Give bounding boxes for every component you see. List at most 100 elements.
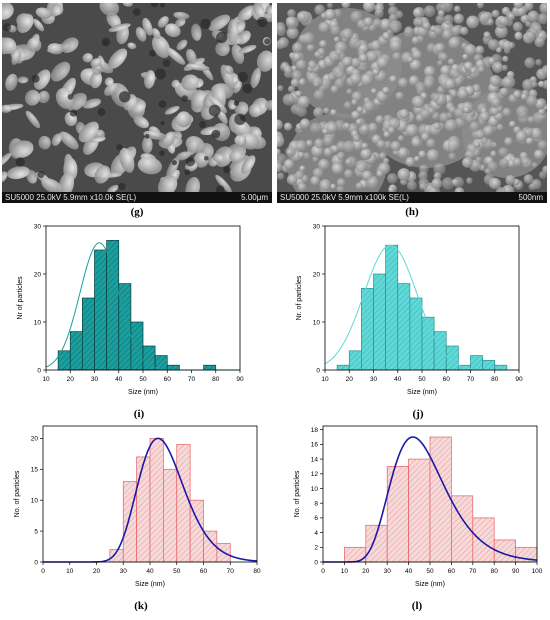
j-bar-3 [373,273,386,371]
j-bar-4 [385,244,399,371]
j-xtick-label-5: 60 [443,376,451,383]
j-bar-11 [470,355,483,371]
j-bar-7 [421,316,435,371]
i-ytick-label-1: 10 [34,319,42,326]
l-fit-curve [323,436,538,563]
i-bar-9 [166,364,180,371]
k-xtick-label-1: 10 [66,568,74,575]
k-xtick-label-5: 50 [173,568,181,575]
k-bar-3 [149,438,164,563]
k-bar-2 [136,456,151,563]
l-bar-6 [472,517,495,563]
sem-info-bar-h: SU5000 25.0kV 5.9mm x100k SE(L) 500nm [277,192,547,203]
sem-scale-g: 5.00μm [241,193,268,202]
l-ytick-label-7: 14 [311,456,319,463]
i-xtick-label-7: 80 [212,376,220,383]
i-ytick-label-2: 20 [34,271,42,278]
j-xtick-label-0: 10 [321,376,329,383]
l-ytick-label-9: 18 [311,427,319,434]
l-xtick-label-0: 0 [321,568,325,575]
sem-scale-h: 500nm [518,193,543,202]
sem-image-g: SU5000 25.0kV 5.9mm x10.0k SE(L) 5.00μm [2,3,272,203]
l-ytick-label-8: 16 [311,442,319,449]
l-ytick-label-6: 12 [311,471,319,478]
j-xtick-label-8: 90 [515,376,523,383]
k-x-axis-label: Size (nm) [135,581,165,588]
j-xtick-label-1: 20 [346,376,354,383]
l-xtick-label-3: 30 [384,568,392,575]
i-xtick-label-6: 70 [188,376,196,383]
l-xtick-label-10: 100 [532,568,543,575]
i-y-axis-label: Nr of particles [17,276,24,320]
j-bar-12 [482,360,496,371]
j-xtick-label-4: 50 [418,376,426,383]
caption-l: (l) [411,600,423,612]
histogram-k-svg: 0 10 20 30 40 50 60 70 80 0 5 10 15 20 Size (nm) No. of… [14,425,261,588]
l-ytick-label-5: 10 [311,486,319,493]
sem-info-bar-g: SU5000 25.0kV 5.9mm x10.0k SE(L) 5.00μm [2,192,272,203]
k-ytick-label-3: 15 [31,467,39,474]
k-ytick-label-1: 5 [34,528,38,535]
histogram-l-svg: 0 10 20 30 40 50 60 70 80 90 100 0 2 4 6 8 10 12 14 16 18 Siz… [294,425,543,588]
l-xtick-label-7: 70 [469,568,477,575]
j-bar-13 [494,364,508,371]
k-xtick-label-4: 40 [146,568,154,575]
caption-h: (h) [405,206,419,218]
caption-i: (i) [133,408,145,420]
l-ytick-label-1: 2 [314,545,318,552]
j-bar-5 [397,283,411,371]
histogram-k: 0 10 20 30 40 50 60 70 80 0 5 10 15 20 Size (nm) No. of… [5,420,265,592]
j-ytick-label-3: 30 [313,223,321,230]
i-bar-2 [82,297,95,371]
i-xtick-label-5: 60 [164,376,172,383]
j-xtick-label-7: 80 [491,376,499,383]
j-xtick-label-2: 30 [370,376,378,383]
j-bar-2 [361,288,374,371]
l-xtick-label-5: 50 [426,568,434,575]
j-ytick-label-0: 0 [316,367,320,374]
i-bar-3 [94,249,107,371]
histogram-i: 10 20 30 40 50 60 70 80 90 0 10 20 30 Size (nm) Nr of … [8,220,248,400]
l-xtick-label-8: 80 [491,568,499,575]
j-bar-0 [336,364,350,371]
sem-info-g: SU5000 25.0kV 5.9mm x10.0k SE(L) [5,193,137,202]
i-xtick-label-4: 50 [139,376,147,383]
i-bar-6 [130,321,144,371]
caption-g: (g) [130,206,144,218]
j-ytick-label-2: 20 [313,271,321,278]
l-bar-1 [365,524,388,563]
k-xtick-label-6: 60 [200,568,208,575]
k-bar-5 [176,444,191,563]
i-xtick-label-3: 40 [115,376,123,383]
histogram-l: 0 10 20 30 40 50 60 70 80 90 100 0 2 4 6 8 10 12 14 16 18 Siz… [285,420,545,592]
i-xtick-label-1: 20 [67,376,75,383]
k-xtick-label-0: 0 [41,568,45,575]
sem-micrograph-g [2,3,272,192]
l-y-axis-label: No. of particles [294,470,301,517]
l-ytick-label-0: 0 [314,559,318,566]
i-xtick-label-2: 30 [91,376,99,383]
j-xtick-label-3: 40 [394,376,402,383]
histogram-j: 10 20 30 40 50 60 70 80 90 0 10 20 30 Size (nm) Nr. of… [287,220,527,400]
i-xtick-label-8: 90 [236,376,244,383]
i-ytick-label-0: 0 [37,367,41,374]
i-bar-10 [203,364,217,371]
k-xtick-label-7: 70 [227,568,235,575]
l-bar-3 [408,458,431,563]
l-xtick-label-2: 20 [362,568,370,575]
i-bar-8 [154,355,168,371]
k-bar-4 [163,468,178,563]
i-bar-7 [142,345,156,371]
k-ytick-label-4: 20 [31,436,39,443]
l-xtick-label-9: 90 [512,568,520,575]
k-bar-1 [122,481,137,563]
l-ytick-label-3: 6 [314,515,318,522]
i-ytick-label-3: 30 [34,223,42,230]
sem-image-h: SU5000 25.0kV 5.9mm x100k SE(L) 500nm [277,3,547,203]
i-bar-1 [69,331,83,371]
i-bar-5 [118,283,132,371]
l-xtick-label-1: 10 [341,568,349,575]
i-bar-4 [106,240,120,371]
k-xtick-label-8: 80 [253,568,261,575]
